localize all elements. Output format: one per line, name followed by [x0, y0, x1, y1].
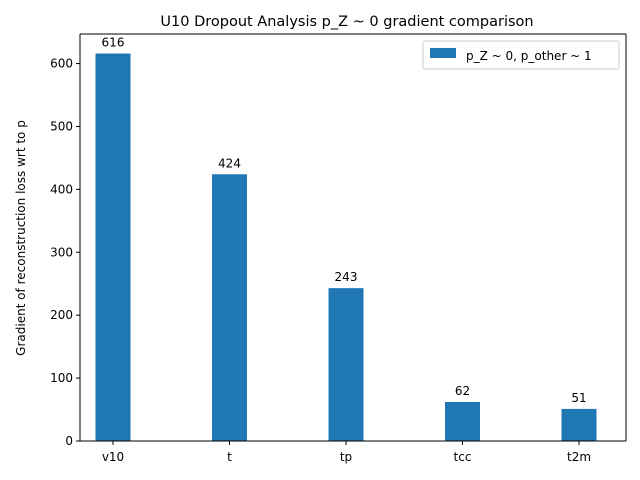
bar-v10	[95, 53, 131, 442]
x-tick-label-t2m: t2m	[567, 450, 591, 464]
y-tick-label-500: 500	[50, 119, 73, 133]
y-tick-label-0: 0	[65, 434, 73, 448]
data-label-v10: 616	[102, 36, 125, 50]
x-tick-label-tcc: tcc	[454, 450, 472, 464]
bar-t2m	[561, 408, 597, 441]
x-tick-label-tp: tp	[340, 450, 352, 464]
bar-t	[212, 174, 247, 441]
legend-box	[422, 40, 620, 70]
legend-swatch	[430, 48, 456, 58]
y-tick-label-300: 300	[50, 245, 73, 259]
legend-entry-label: p_Z ~ 0, p_other ~ 1	[466, 49, 592, 63]
data-label-tp: 243	[335, 270, 358, 284]
y-tick-label-100: 100	[50, 371, 73, 385]
bar-tcc	[445, 401, 480, 441]
chart-title: U10 Dropout Analysis p_Z ~ 0 gradient co…	[160, 14, 533, 30]
plot-area: 616 424 243 62 51 0 100 200 300 400 500 600 v10 t tp tc…	[50, 33, 627, 464]
data-label-t2m: 51	[571, 391, 586, 405]
data-label-t: 424	[218, 156, 241, 170]
y-tick-label-600: 600	[50, 57, 73, 71]
x-tick-label-v10: v10	[102, 450, 124, 464]
legend: p_Z ~ 0, p_other ~ 1	[422, 40, 620, 70]
y-axis-label: Gradient of reconstruction loss wrt to p	[14, 120, 28, 356]
data-label-tcc: 62	[455, 384, 470, 398]
x-tick-label-t: t	[227, 450, 232, 464]
bar-tp	[328, 288, 364, 441]
y-tick-label-200: 200	[50, 308, 73, 322]
y-tick-label-400: 400	[50, 182, 73, 196]
